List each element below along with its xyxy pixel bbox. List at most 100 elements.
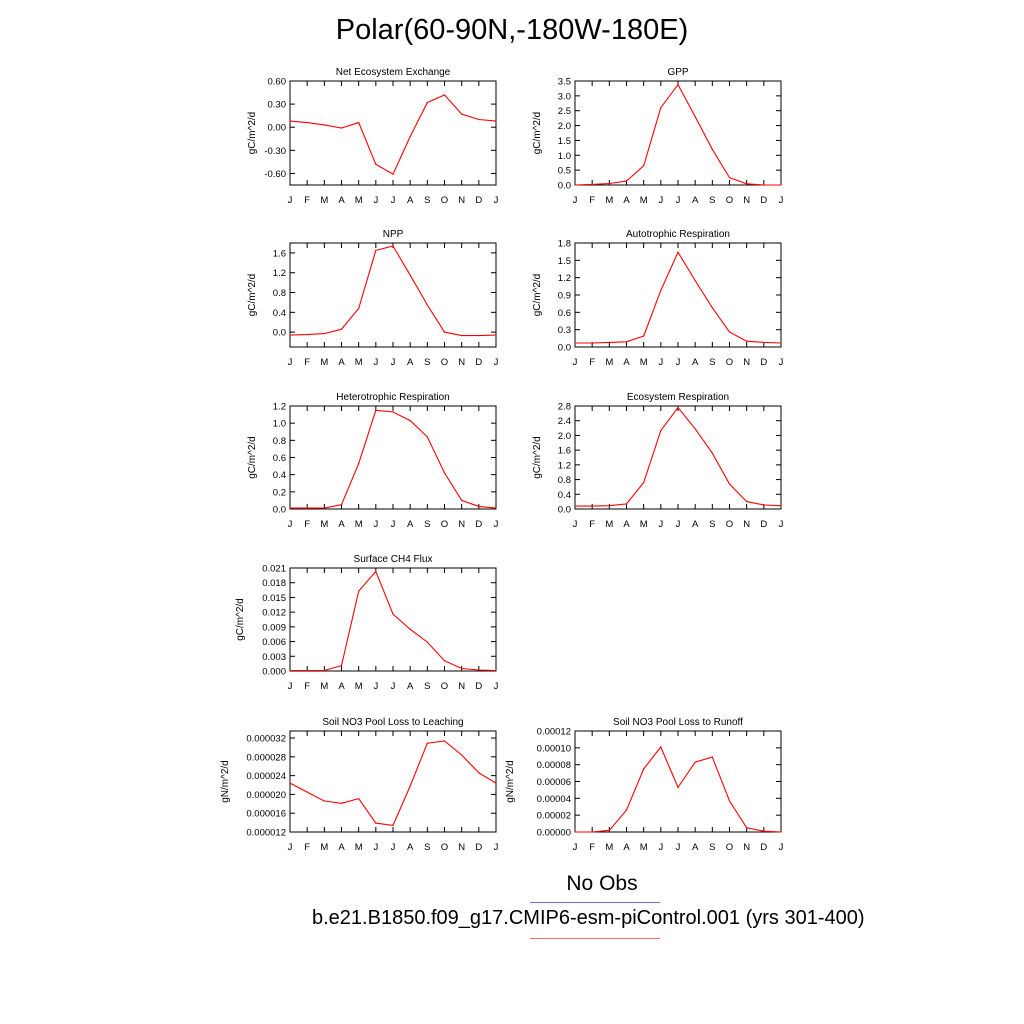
x-tick-label: J (676, 195, 681, 206)
x-tick-label: D (760, 519, 767, 530)
x-tick-label: A (692, 357, 699, 368)
data-point (323, 800, 325, 802)
data-point (608, 341, 610, 343)
y-tick-label: 3.5 (558, 77, 571, 88)
data-point (358, 307, 360, 309)
x-tick-label: D (475, 842, 482, 853)
x-tick-label: J (779, 357, 784, 368)
data-point (306, 791, 308, 793)
x-tick-label: J (494, 681, 499, 692)
x-tick-label: O (441, 842, 448, 853)
data-point (495, 120, 497, 122)
y-tick-label: 3.0 (558, 91, 571, 102)
data-point (392, 411, 394, 413)
y-tick-label: 0.8 (558, 475, 571, 486)
panel-title: Autotrophic Respiration (626, 229, 730, 240)
x-tick-label: J (373, 357, 378, 368)
data-point (591, 342, 593, 344)
data-point (358, 462, 360, 465)
y-tick-label: 0.8 (273, 288, 286, 299)
data-point (375, 409, 377, 411)
main-title: Polar(60-90N,-180W-180E) (335, 14, 689, 46)
data-point (289, 334, 291, 336)
data-point (574, 342, 576, 344)
data-point (746, 501, 748, 503)
data-point (323, 669, 325, 672)
data-point (608, 505, 610, 507)
chart-panel-1: Net Ecosystem Exchange gC/m^2/d 0.60 0.30 0.… (247, 67, 499, 206)
x-tick-label: F (304, 195, 310, 206)
data-point (375, 822, 377, 824)
x-tick-label: M (640, 842, 648, 853)
data-point (763, 184, 765, 186)
x-tick-label: O (726, 519, 733, 530)
y-tick-label: 1.5 (558, 256, 571, 267)
y-tick-label: 0.4 (558, 490, 571, 501)
x-tick-label: D (475, 519, 482, 530)
x-tick-label: M (605, 195, 613, 206)
data-point (643, 481, 645, 484)
x-tick-label: N (458, 519, 465, 530)
data-point (495, 507, 497, 509)
y-tick-label: 0.00006 (537, 777, 571, 788)
data-point (358, 122, 360, 124)
data-point (289, 120, 291, 122)
x-tick-label: J (494, 195, 499, 206)
x-tick-label: M (355, 195, 363, 206)
y-tick-label: 0.00000 (537, 828, 571, 839)
x-tick-label: J (779, 519, 784, 530)
panel-title: Heterotrophic Respiration (336, 392, 449, 403)
x-tick-label: J (391, 519, 396, 530)
data-point (461, 667, 463, 670)
x-tick-label: M (320, 357, 328, 368)
data-point (677, 83, 679, 86)
x-tick-label: M (640, 357, 648, 368)
x-tick-label: N (458, 842, 465, 853)
data-point (409, 419, 411, 422)
panel-title: Ecosystem Respiration (627, 392, 729, 403)
data-point (728, 331, 731, 333)
x-tick-label: S (709, 842, 715, 853)
x-tick-label: J (779, 195, 784, 206)
x-tick-label: A (407, 842, 414, 853)
data-point (409, 274, 411, 276)
x-tick-label: O (441, 195, 448, 206)
x-tick-label: O (441, 681, 448, 692)
y-tick-label: 0.018 (262, 578, 286, 589)
data-point (478, 772, 480, 774)
data-point (358, 798, 360, 800)
data-point (443, 331, 446, 333)
x-tick-label: F (589, 842, 595, 853)
x-tick-label: F (589, 195, 595, 206)
x-tick-label: D (475, 195, 482, 206)
x-tick-label: O (726, 195, 733, 206)
panel-title: Soil NO3 Pool Loss to Leaching (322, 717, 463, 728)
data-point (289, 669, 291, 672)
y-tick-label: 0.5 (558, 166, 571, 177)
y-tick-label: 0.00008 (537, 760, 571, 771)
x-tick-label: N (743, 519, 750, 530)
y-tick-label: 0.000032 (246, 734, 286, 745)
x-tick-label: A (623, 357, 630, 368)
x-tick-label: A (338, 195, 345, 206)
y-tick-label: 1.8 (558, 239, 571, 250)
y-tick-label: 2.0 (558, 121, 571, 132)
data-point (443, 740, 446, 742)
x-tick-label: N (743, 357, 750, 368)
data-point (711, 148, 713, 150)
chart-panel-8: Soil NO3 Pool Loss to Leaching gN/m^2/d 0.… (220, 717, 499, 853)
data-point (375, 249, 377, 252)
y-tick-label: 0.3 (558, 325, 571, 336)
data-point (340, 127, 343, 129)
data-point (574, 184, 576, 186)
data-point (694, 761, 696, 763)
x-tick-label: F (589, 519, 595, 530)
x-tick-label: A (338, 357, 345, 368)
x-tick-label: A (338, 519, 345, 530)
y-tick-label: 0.00010 (537, 743, 571, 754)
x-tick-label: J (373, 195, 378, 206)
data-point (358, 590, 360, 592)
y-axis-label: gN/m^2/d (505, 760, 516, 803)
x-tick-label: M (355, 681, 363, 692)
